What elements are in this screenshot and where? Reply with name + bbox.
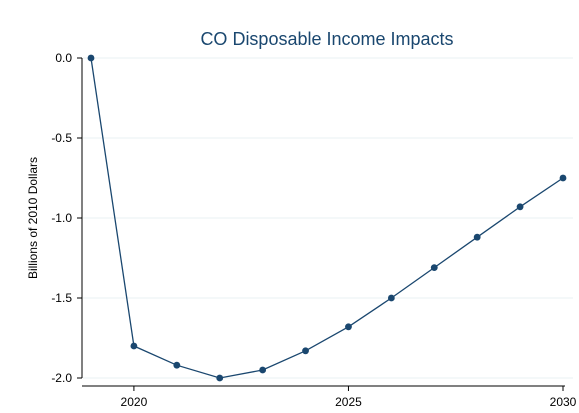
data-point-2023: [259, 366, 267, 374]
y-tick-label-1: -0.5: [51, 131, 72, 145]
x-tick-label-1: 2025: [335, 395, 362, 409]
data-point-2025: [345, 323, 352, 331]
data-point-2021: [173, 361, 181, 369]
y-tick-label-0: 0.0: [55, 51, 72, 65]
y-tick-label-3: -1.5: [51, 291, 72, 305]
data-point-2022: [216, 374, 224, 382]
grid: [83, 57, 573, 379]
y-axis-ticks: 0.0 -0.5 -1.0 -1.5 -2.0: [51, 51, 82, 385]
data-point-2030: [559, 174, 567, 182]
x-axis-ticks: 2020 2025 2030: [121, 386, 577, 409]
y-axis-label: Billions of 2010 Dollars: [26, 157, 40, 279]
y-tick-label-4: -2.0: [51, 371, 72, 385]
data-point-2029: [516, 203, 524, 211]
x-tick-label-2: 2030: [550, 395, 577, 409]
data-point-2019: [87, 54, 95, 62]
series: [87, 54, 567, 382]
data-point-2020: [130, 342, 138, 350]
series-line-0: [90, 57, 564, 379]
data-point-2027: [430, 264, 438, 271]
chart-title: CO Disposable Income Impacts: [200, 29, 453, 49]
y-tick-label-2: -1.0: [51, 211, 72, 225]
x-tick-label-0: 2020: [121, 395, 148, 409]
data-point-2026: [387, 294, 395, 302]
data-point-2024: [302, 347, 309, 355]
data-point-2028: [473, 233, 481, 241]
